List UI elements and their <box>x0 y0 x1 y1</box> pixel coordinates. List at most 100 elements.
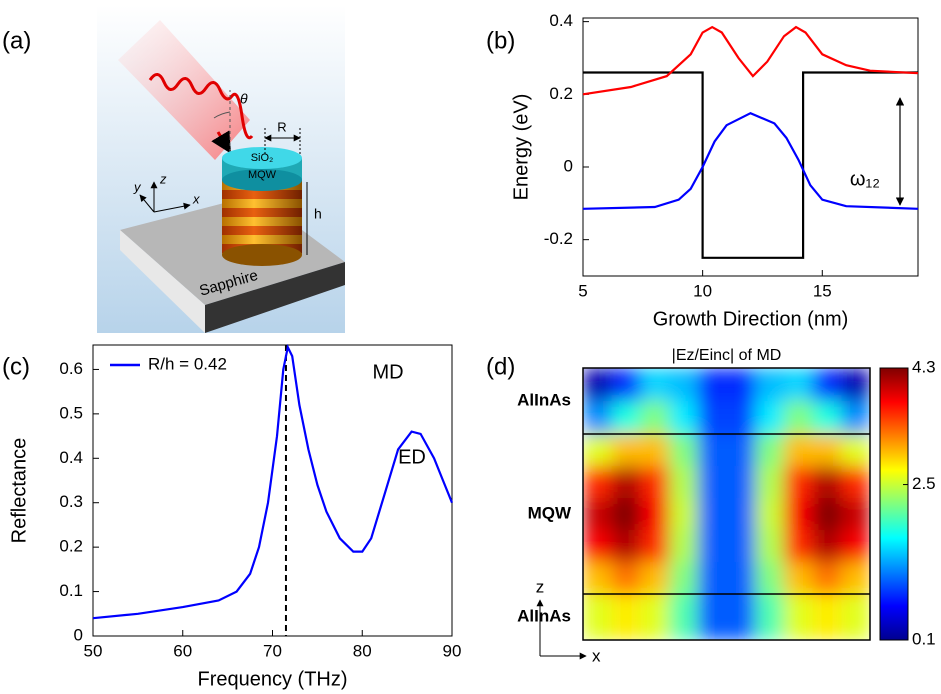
illustration: (a) Sapphire SiO₂ MQW R h θ x y z <box>2 5 345 333</box>
region-label: MQW <box>528 503 572 522</box>
heatmap-cell <box>583 562 612 595</box>
heatmap-cell <box>727 368 756 402</box>
annotation: ED <box>398 446 426 468</box>
heatmap-cell <box>784 401 813 435</box>
y-tick-label: 0.4 <box>549 11 573 30</box>
z-axis-label: z <box>536 577 545 596</box>
heatmap-cell <box>698 434 727 467</box>
angle-label: θ <box>240 91 248 107</box>
y-tick-label: 0.1 <box>59 581 83 600</box>
heatmap-cell <box>813 530 842 563</box>
heatmap-cell <box>813 562 842 595</box>
heatmap-cell <box>727 530 756 563</box>
series-line <box>93 347 452 618</box>
x-axis-label: Growth Direction (nm) <box>653 308 849 330</box>
heatmap-cell <box>612 530 641 563</box>
height-label: h <box>314 206 322 222</box>
heatmap-cell <box>612 401 641 435</box>
heatmap-cell <box>669 466 698 499</box>
figure: (a) Sapphire SiO₂ MQW R h θ x y z 51015-… <box>0 0 941 694</box>
y-tick-label: 0.2 <box>549 84 573 103</box>
heatmap-cell <box>841 530 870 563</box>
heatmap-cell <box>755 594 784 641</box>
heatmap-cell <box>813 368 842 402</box>
panel-label: (b) <box>486 27 515 54</box>
heatmap-cell <box>755 368 784 402</box>
heatmap-cell <box>727 466 756 499</box>
heatmap-cell <box>813 434 842 467</box>
series-line <box>583 73 918 258</box>
heatmap-cell <box>640 434 669 467</box>
y-tick-label: 0.3 <box>59 492 83 511</box>
x-tick-label: 15 <box>813 281 832 300</box>
heatmap-cell <box>640 562 669 595</box>
heatmap-cell <box>640 498 669 531</box>
panel-label: (c) <box>2 353 30 380</box>
heatmap-cell <box>841 434 870 467</box>
y-tick-label: 0 <box>74 625 83 644</box>
heatmap-cell <box>727 562 756 595</box>
x-tick-label: 10 <box>693 281 712 300</box>
heatmap-cell <box>813 466 842 499</box>
heatmap-cell <box>669 594 698 641</box>
x-tick-label: 80 <box>353 641 372 660</box>
heatmap-cell <box>583 530 612 563</box>
heatmap-cell <box>841 368 870 402</box>
heatmap-cell <box>698 401 727 435</box>
y-tick-label: 0.2 <box>59 537 83 556</box>
annotation: MD <box>372 361 403 383</box>
plot-frame <box>583 18 918 276</box>
heatmap-cell <box>612 594 641 641</box>
heatmap-cell <box>612 434 641 467</box>
series-line <box>583 27 918 94</box>
heatmap-cell <box>841 401 870 435</box>
y-axis-label: Energy (eV) <box>510 94 532 201</box>
heatmap <box>583 368 871 641</box>
x-tick-label: 90 <box>443 641 462 660</box>
stripe <box>222 208 302 217</box>
axis-label: z <box>159 171 167 186</box>
heatmap-cell <box>612 466 641 499</box>
heatmap-cell <box>669 368 698 402</box>
heatmap-cell <box>813 594 842 641</box>
heatmap-cell <box>784 594 813 641</box>
heatmap-cell <box>784 368 813 402</box>
heatmap-cell <box>727 401 756 435</box>
heatmap-cell <box>583 594 612 641</box>
heatmap-cell <box>612 498 641 531</box>
y-tick-label: -0.2 <box>544 229 573 248</box>
heatmap-cell <box>640 368 669 402</box>
heatmap-cell <box>640 594 669 641</box>
layer-label: MQW <box>248 169 277 181</box>
heatmap-cell <box>583 434 612 467</box>
colorbar-tick-label: 2.5 <box>912 474 936 493</box>
colorbar-tick-label: 0.1 <box>912 629 936 648</box>
heatmap-cell <box>698 562 727 595</box>
heatmap-cell <box>612 368 641 402</box>
heatmap-cell <box>841 466 870 499</box>
heatmap-cell <box>640 466 669 499</box>
heatmap-cell <box>698 530 727 563</box>
heatmap-cell <box>784 498 813 531</box>
heatmap-cell <box>784 530 813 563</box>
x-tick-label: 60 <box>173 641 192 660</box>
y-tick-label: 0 <box>564 156 573 175</box>
y-tick-label: 0.4 <box>59 448 83 467</box>
y-axis-label: Reflectance <box>8 438 30 544</box>
heatmap-cells <box>583 368 871 641</box>
heatmap-cell <box>669 562 698 595</box>
legend-label: R/h = 0.42 <box>148 354 227 373</box>
heatmap-cell <box>755 530 784 563</box>
heatmap-cell <box>784 434 813 467</box>
axis-label: x <box>192 191 200 206</box>
heatmap-cell <box>755 562 784 595</box>
heatmap-cell <box>841 562 870 595</box>
heatmap-cell <box>755 498 784 531</box>
panel-label: (d) <box>486 353 515 380</box>
heatmap-cell <box>669 434 698 467</box>
heatmap-cell <box>698 498 727 531</box>
heatmap-cell <box>784 562 813 595</box>
heatmap-cell <box>669 530 698 563</box>
heatmap-cell <box>813 401 842 435</box>
region-label: AlInAs <box>517 606 571 625</box>
